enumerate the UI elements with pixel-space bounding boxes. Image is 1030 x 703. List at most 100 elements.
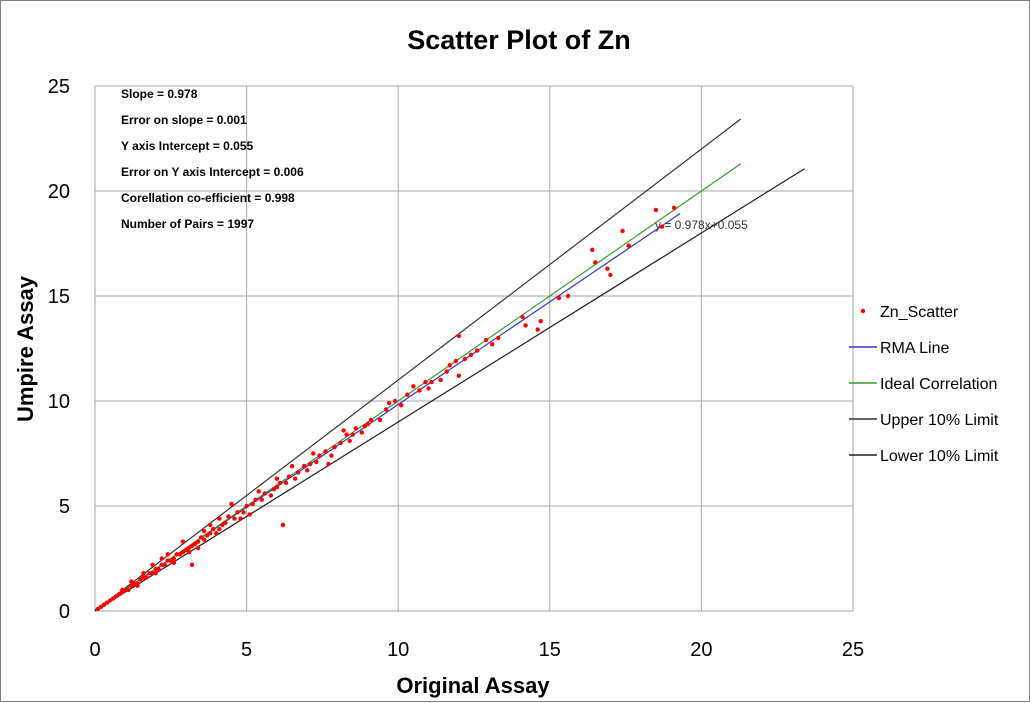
x-axis-label: Original Assay (396, 673, 550, 698)
scatter-point (456, 373, 462, 378)
scatter-point (153, 566, 158, 572)
scatter-point (277, 480, 283, 486)
scatter-point (314, 459, 319, 465)
scatter-point (359, 430, 365, 435)
scatter-point (217, 516, 222, 521)
scatter-point (353, 426, 358, 431)
scatter-point (241, 510, 246, 515)
legend-label: Zn_Scatter (880, 304, 959, 321)
scatter-point (150, 562, 155, 567)
legend-label: Ideal Correlation (880, 376, 997, 393)
scatter-point (417, 388, 422, 393)
y-tick-label: 20 (48, 181, 70, 203)
scatter-point (620, 228, 625, 234)
scatter-point (250, 501, 255, 507)
scatter-point (120, 587, 125, 593)
scatter-point (162, 562, 167, 567)
scatter-point (383, 407, 389, 412)
y-tick-label: 5 (59, 496, 70, 518)
scatter-point (305, 468, 310, 473)
legend-item: RMA Line (849, 340, 949, 357)
scatter-point (350, 432, 355, 437)
scatter-point (253, 497, 258, 502)
scatter-point (386, 400, 392, 406)
scatter-point (365, 421, 371, 427)
scatter-point (165, 552, 170, 557)
scatter-point (144, 575, 149, 580)
scatter-point (159, 562, 164, 567)
scatter-point (171, 560, 177, 565)
scatter-point (232, 516, 237, 521)
scatter-point (135, 583, 140, 588)
scatter-point (535, 327, 540, 332)
scatter-point (217, 526, 222, 532)
scatter-point (538, 319, 543, 324)
scatter-point (520, 314, 525, 320)
scatter-point (186, 550, 192, 555)
legend-label: Lower 10% Limit (880, 448, 999, 465)
scatter-point (295, 470, 301, 475)
lower-10-limit-line (94, 168, 805, 612)
stat-annotation: Corellation co-efficient = 0.998 (121, 191, 295, 205)
scatter-point (341, 428, 346, 433)
scatter-point (368, 417, 374, 423)
legend-item: Ideal Correlation (849, 376, 997, 393)
stat-annotation: Slope = 0.978 (121, 87, 198, 101)
scatter-point (153, 571, 158, 576)
chart-title: Scatter Plot of Zn (407, 25, 631, 55)
x-tick-label: 15 (539, 639, 561, 661)
scatter-point (496, 335, 501, 341)
scatter-point (405, 392, 410, 397)
legend: Zn_Scatter RMA Line Ideal Correlation Upper… (849, 304, 999, 465)
scatter-point (429, 379, 434, 385)
scatter-point (195, 545, 201, 551)
scatter-point (189, 562, 195, 567)
legend-item: Upper 10% Limit (849, 412, 999, 429)
scatter-point (338, 440, 343, 446)
scatter-point (174, 552, 180, 557)
scatter-point (653, 207, 659, 213)
stat-annotation: Y axis Intercept = 0.055 (121, 139, 254, 153)
scatter-point (302, 463, 307, 469)
scatter-point (447, 363, 452, 368)
scatter-point (332, 445, 337, 450)
legend-item: Zn_Scatter (860, 304, 959, 321)
scatter-point (489, 342, 495, 347)
scatter-point (399, 403, 404, 408)
zn-scatter-series (95, 205, 677, 612)
scatter-point (271, 487, 277, 492)
scatter-point (286, 474, 292, 479)
scatter-point (344, 432, 349, 437)
scatter-point (259, 497, 264, 502)
scatter-point (268, 493, 274, 498)
scatter-point (165, 558, 170, 563)
scatter-point (590, 247, 595, 252)
legend-marker (860, 308, 866, 314)
scatter-point (289, 463, 295, 469)
scatter-point (444, 369, 449, 374)
scatter-point (229, 501, 234, 507)
scatter-point (377, 417, 383, 423)
tick-labels: 0 5 10 15 20 25 0 5 10 15 20 25 (48, 76, 864, 661)
scatter-point (462, 356, 468, 362)
y-tick-label: 15 (48, 286, 70, 308)
scatter-point (95, 606, 101, 612)
scatter-point (141, 571, 146, 576)
scatter-point (214, 531, 219, 536)
scatter-point (347, 438, 352, 444)
scatter-point (211, 526, 216, 532)
scatter-point (177, 552, 183, 557)
scatter-point (565, 293, 571, 299)
scatter-point (329, 453, 334, 458)
y-axis-label: Umpire Assay (13, 275, 38, 422)
stat-annotation: Error on slope = 0.001 (121, 113, 247, 127)
scatter-point (235, 510, 240, 515)
scatter-point (523, 323, 528, 328)
scatter-point (147, 571, 152, 576)
scatter-point (150, 571, 155, 576)
scatter-point (323, 449, 328, 454)
scatter-point (593, 260, 598, 265)
scatter-point (280, 522, 286, 528)
stat-annotation: Number of Pairs = 1997 (121, 217, 254, 231)
